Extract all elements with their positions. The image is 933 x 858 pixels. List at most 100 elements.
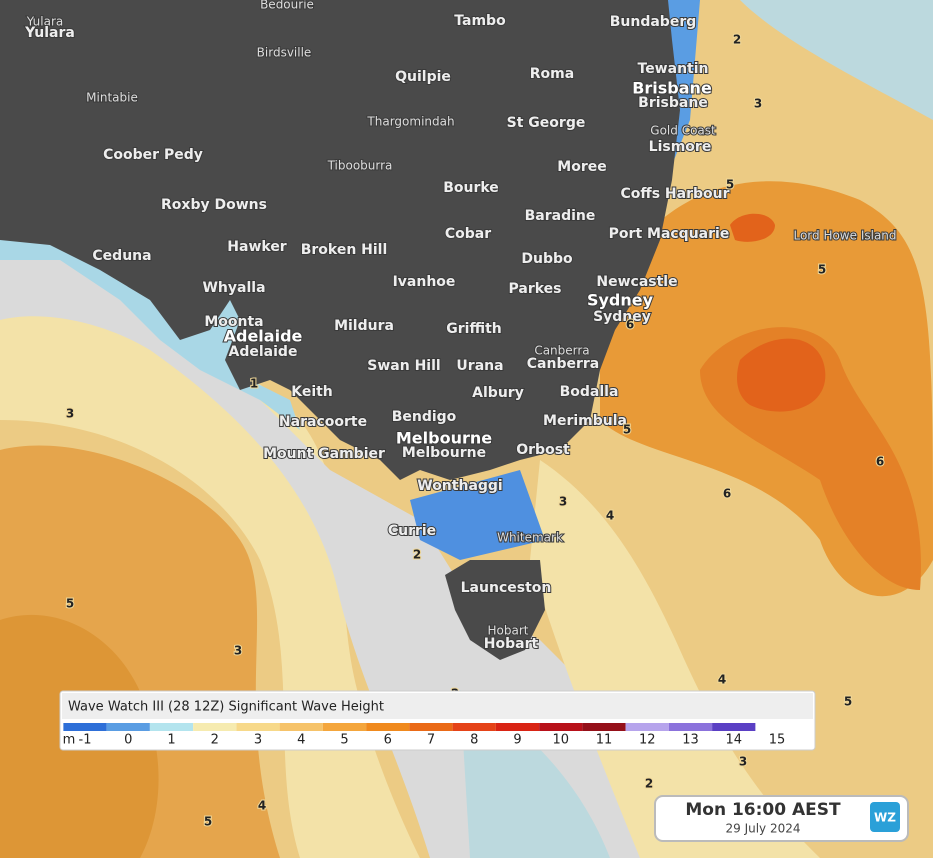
legend-tick-label: 14 — [725, 733, 742, 748]
place-label: Moonta — [204, 314, 263, 330]
place-label: Brisbane — [638, 95, 708, 111]
place-label: Mount Gambier — [263, 446, 385, 462]
legend-tick-label: 4 — [297, 733, 305, 748]
place-label: Brisbane — [632, 79, 712, 98]
place-label: Whitemark — [497, 531, 563, 545]
place-label: Tambo — [454, 13, 506, 29]
legend-tick-label: 11 — [596, 733, 613, 748]
land — [0, 0, 680, 480]
legend-swatch — [106, 723, 150, 731]
legend-swatch — [236, 723, 280, 731]
legend-tick-label: 13 — [682, 733, 699, 748]
place-label: Moree — [557, 159, 606, 175]
legend-swatch — [668, 723, 713, 731]
contour-label: 6 — [723, 487, 731, 501]
legend-swatch — [149, 723, 194, 731]
place-label: Tibooburra — [327, 159, 393, 173]
place-label: Sydney — [593, 309, 651, 325]
place-label: Hobart — [484, 636, 539, 652]
place-label: Cobar — [445, 226, 491, 242]
contour-label: 4 — [606, 509, 614, 523]
legend-swatch — [452, 723, 496, 731]
coastal-zone — [410, 470, 545, 560]
contour-label: 4 — [258, 799, 266, 813]
place-label: Naracoorte — [279, 414, 367, 430]
place-label: Bourke — [443, 180, 499, 196]
place-label: Hobart — [488, 624, 529, 638]
place-label: Yulara — [26, 15, 64, 29]
place-label: Orbost — [516, 442, 570, 458]
place-label: Coffs Harbour — [620, 186, 729, 202]
contour-label: 5 — [204, 815, 212, 829]
contour-label: 3 — [754, 97, 762, 111]
logo[interactable] — [870, 802, 900, 832]
place-label: Mintabie — [86, 91, 138, 105]
legend-tick-label: 12 — [639, 733, 656, 748]
legend-swatch — [366, 723, 410, 731]
place-label: Lismore — [649, 139, 712, 155]
legend-tick-label: 2 — [211, 733, 219, 748]
place-label: Ivanhoe — [393, 274, 456, 290]
legend-unit: m — [63, 733, 76, 748]
place-label: Melbourne — [396, 429, 492, 448]
place-label: Quilpie — [395, 69, 451, 85]
place-label: Merimbula — [543, 413, 627, 429]
legend-tick-label: 5 — [340, 733, 348, 748]
place-label: Keith — [291, 384, 333, 400]
place-label: St George — [507, 115, 586, 131]
place-label: Urana — [456, 358, 503, 374]
place-label: Canberra — [534, 344, 589, 358]
coastal-zone — [0, 232, 300, 430]
contour-label: 6 — [876, 455, 884, 469]
legend-tick-label: 6 — [384, 733, 392, 748]
contour-label: 3 — [66, 407, 74, 421]
legend-swatch — [539, 723, 583, 731]
contour-label: 4 — [718, 673, 726, 687]
legend-swatch — [582, 723, 626, 731]
time: Mon 16:00 AEST — [685, 800, 841, 820]
place-label: Bedourie — [260, 0, 314, 12]
contour-label: 5 — [66, 597, 74, 611]
place-label: Roxby Downs — [161, 197, 267, 213]
place-label: Coober Pedy — [103, 147, 203, 163]
legend-swatch — [495, 723, 540, 731]
place-label: Currie — [388, 523, 436, 539]
place-label: Baradine — [525, 208, 596, 224]
swell-zone — [530, 460, 820, 858]
place-label: Bodalla — [560, 384, 619, 400]
legend-tick-label: 7 — [427, 733, 435, 748]
place-label: Wonthaggi — [417, 478, 502, 494]
contour-label: 2 — [413, 548, 421, 562]
place-label: Birdsville — [257, 46, 312, 60]
legend-swatch — [63, 723, 107, 731]
place-label: Roma — [530, 66, 574, 82]
contour-label: 5 — [844, 695, 852, 709]
legend-swatch — [322, 723, 367, 731]
legend-tick-label: -1 — [79, 733, 92, 748]
legend-tick-label: 10 — [552, 733, 569, 748]
contour-label: 5 — [726, 178, 734, 192]
calm-zone — [690, 0, 933, 120]
time-box — [654, 795, 909, 842]
legend-swatch — [279, 723, 323, 731]
legend-swatch — [193, 723, 237, 731]
place-label: Swan Hill — [367, 358, 440, 374]
contour-label: 3 — [559, 495, 567, 509]
place-label: Thargomindah — [366, 115, 454, 129]
legend-tick-label: 1 — [167, 733, 175, 748]
land — [445, 560, 545, 660]
place-label: Adelaide — [229, 344, 298, 360]
contour-label: 5 — [623, 423, 631, 437]
swell-zone — [730, 213, 775, 242]
place-label: Griffith — [446, 321, 501, 337]
place-label: Melbourne — [402, 445, 486, 461]
legend-title: Wave Watch III (28 12Z) Significant Wave… — [68, 700, 384, 715]
contour-label: 3 — [234, 644, 242, 658]
place-label: Broken Hill — [301, 242, 388, 258]
date: 29 July 2024 — [725, 822, 800, 836]
legend-swatch — [625, 723, 669, 731]
place-label: Mildura — [334, 318, 394, 334]
place-label: Canberra — [527, 356, 599, 372]
